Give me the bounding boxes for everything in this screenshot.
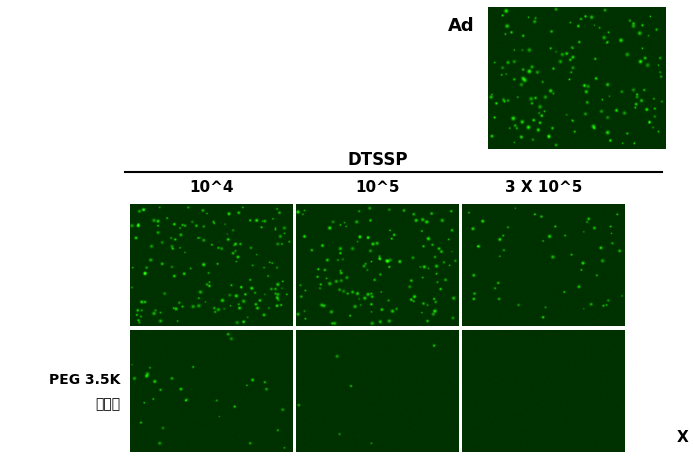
Text: DTSSP: DTSSP — [347, 151, 407, 169]
Text: X 100: X 100 — [677, 429, 693, 444]
Text: 처리후: 처리후 — [95, 396, 120, 410]
Text: 3 X 10^5: 3 X 10^5 — [505, 179, 582, 195]
Text: 10^5: 10^5 — [356, 179, 400, 195]
Text: Ad: Ad — [448, 17, 475, 35]
Text: 10^4: 10^4 — [189, 179, 234, 195]
Text: PEG 3.5K: PEG 3.5K — [49, 372, 120, 386]
